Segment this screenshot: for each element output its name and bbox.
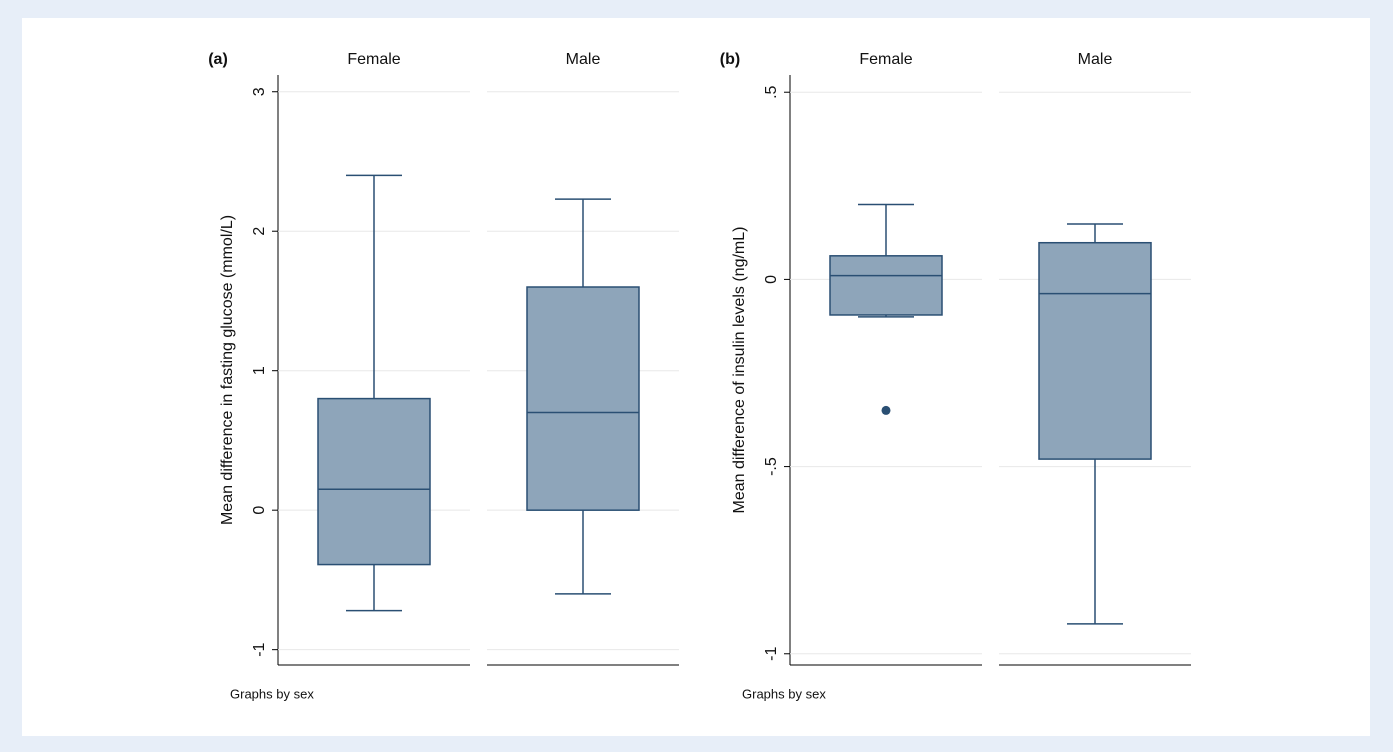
box: [526, 286, 640, 511]
y-tick-label: 1: [251, 366, 268, 375]
y-tick-label: 2: [251, 227, 268, 236]
chart-label: (b): [720, 51, 740, 68]
y-tick-label: 3: [251, 87, 268, 96]
panel-title: Female: [347, 51, 400, 68]
y-tick-label: -1: [763, 647, 780, 661]
panel-title: Male: [566, 51, 601, 68]
y-tick-label: 0: [251, 506, 268, 515]
y-tick-label: -.5: [763, 457, 780, 476]
note: Graphs by sex: [230, 686, 314, 701]
box: [829, 255, 943, 316]
panel-title: Female: [859, 51, 912, 68]
box: [317, 397, 431, 566]
y-axis-label: Mean difference in fasting glucose (mmol…: [219, 215, 236, 525]
y-tick-label: 0: [763, 275, 780, 284]
y-tick-label: -1: [251, 642, 268, 656]
panel-title: Male: [1078, 51, 1113, 68]
box: [1038, 241, 1152, 460]
chart-label: (a): [208, 51, 228, 68]
y-tick-label: .5: [763, 85, 780, 98]
outlier: [881, 405, 891, 415]
note: Graphs by sex: [742, 686, 826, 701]
y-axis-label: Mean difference of insulin levels (ng/mL…: [731, 227, 748, 514]
